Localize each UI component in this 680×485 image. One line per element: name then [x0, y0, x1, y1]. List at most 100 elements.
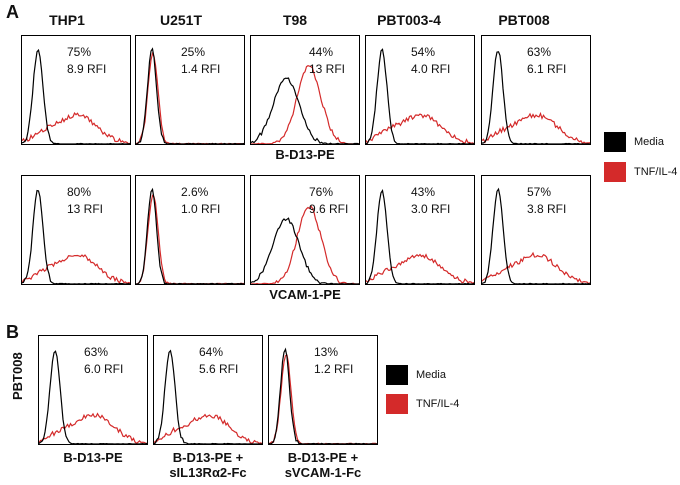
histogram-svg [482, 51, 590, 144]
percent-value: 63% [527, 45, 552, 59]
tnf-il4-curve [154, 413, 262, 444]
histogram-thp1-bd13: 75% 8.9 RFI [21, 35, 131, 145]
percent-value: 43% [411, 185, 436, 199]
rfi-value: 6.0 RFI [84, 362, 124, 376]
media-curve [366, 48, 474, 144]
media-curve [482, 187, 590, 284]
percent-value: 63% [84, 345, 109, 359]
histogram-u251t-bd13: 25% 1.4 RFI [135, 35, 245, 145]
histogram-svg [136, 47, 244, 144]
legend-item-media: Media [604, 132, 664, 152]
rfi-value: 9.6 RFI [309, 202, 349, 216]
histogram-svg [366, 48, 474, 144]
legend-label: TNF/IL-4 [634, 166, 678, 178]
percent-value: 54% [411, 45, 436, 59]
percent-value: 44% [309, 45, 334, 59]
legend-item-tnf: TNF/IL-4 [604, 162, 677, 182]
tnf-il4-curve [482, 111, 590, 144]
column-title-pbt008: PBT008 [498, 12, 550, 28]
caption-line: sIL13Rα2-Fc [169, 465, 247, 480]
tnf-il4-curve [22, 254, 130, 284]
percent-value: 76% [309, 185, 334, 199]
histogram-t98-vcam1: 76% 9.6 RFI [250, 175, 360, 285]
rfi-value: 13 RFI [67, 202, 104, 216]
percent-value: 64% [199, 345, 224, 359]
histogram-svg [136, 187, 244, 284]
percent-value: 57% [527, 185, 552, 199]
rfi-value: 1.0 RFI [181, 202, 221, 216]
histogram-pbt008-vcam1: 57% 3.8 RFI [481, 175, 591, 285]
percent-value: 75% [67, 45, 92, 59]
caption-b-1: B-D13-PE [38, 450, 148, 465]
rfi-value: 1.2 RFI [314, 362, 354, 376]
column-title-pbt003-4: PBT003-4 [377, 12, 441, 28]
legend-swatch-tnf [604, 162, 626, 182]
histogram-b-bd13-sil13: 64% 5.6 RFI [153, 335, 263, 445]
legend-b-item-tnf: TNF/IL-4 [386, 394, 459, 414]
caption-line: B-D13-PE [63, 450, 123, 465]
legend-swatch-media [386, 365, 408, 385]
media-curve [269, 347, 377, 444]
percent-value: 80% [67, 185, 92, 199]
media-curve [39, 350, 147, 444]
caption-b-2: B-D13-PE + sIL13Rα2-Fc [148, 450, 268, 480]
tnf-il4-curve [482, 251, 590, 284]
media-curve [136, 187, 244, 284]
percent-value: 13% [314, 345, 339, 359]
media-curve [482, 51, 590, 144]
legend-label: TNF/IL-4 [416, 398, 460, 410]
histogram-svg [22, 48, 130, 144]
media-curve [22, 48, 130, 144]
panel-a-letter: A [6, 2, 19, 22]
caption-b-3: B-D13-PE + sVCAM-1-Fc [263, 450, 383, 480]
histogram-svg [269, 347, 377, 444]
panel-b-letter: B [6, 322, 19, 342]
histogram-pbt008-bd13: 63% 6.1 RFI [481, 35, 591, 145]
tnf-il4-curve [39, 412, 147, 444]
histogram-pbt003-4-bd13: 54% 4.0 RFI [365, 35, 475, 145]
percent-value: 25% [181, 45, 206, 59]
histogram-svg [22, 189, 130, 284]
histogram-svg [251, 65, 359, 144]
tnf-il4-curve [366, 253, 474, 284]
histogram-svg [251, 204, 359, 284]
rfi-value: 1.4 RFI [181, 62, 221, 76]
histogram-b-bd13: 63% 6.0 RFI [38, 335, 148, 445]
histogram-thp1-vcam1: 80% 13 RFI [21, 175, 131, 285]
legend-label: Media [634, 136, 664, 148]
percent-value: 2.6% [181, 185, 209, 199]
legend-swatch-tnf [386, 394, 408, 414]
column-title-u251t: U251T [159, 12, 203, 28]
caption-line: sVCAM-1-Fc [284, 465, 362, 480]
media-curve [22, 189, 130, 284]
media-curve [136, 47, 244, 144]
rfi-value: 3.8 RFI [527, 202, 567, 216]
histogram-svg [482, 187, 590, 284]
legend-label: Media [416, 369, 446, 381]
media-curve [154, 349, 262, 444]
row-caption-vcam1: VCAM-1-PE [269, 287, 341, 302]
legend-b-item-media: Media [386, 365, 446, 385]
histogram-b-bd13-svcam: 13% 1.2 RFI [268, 335, 378, 445]
rfi-value: 5.6 RFI [199, 362, 239, 376]
histogram-svg [366, 189, 474, 284]
tnf-il4-curve [366, 113, 474, 144]
rfi-value: 3.0 RFI [411, 202, 451, 216]
histogram-t98-bd13: 44% 13 RFI [250, 35, 360, 145]
rfi-value: 13 RFI [309, 62, 346, 76]
histogram-pbt003-4-vcam1: 43% 3.0 RFI [365, 175, 475, 285]
media-curve [366, 189, 474, 284]
column-title-t98: T98 [282, 12, 308, 28]
column-title-thp1: THP1 [49, 12, 85, 28]
tnf-il4-curve [251, 65, 359, 144]
media-curve [251, 77, 359, 144]
tnf-il4-curve [22, 112, 130, 144]
histogram-svg [39, 350, 147, 444]
row-label-pbt008: PBT008 [10, 352, 25, 400]
tnf-il4-curve [251, 204, 359, 284]
rfi-value: 8.9 RFI [67, 62, 107, 76]
media-curve [251, 217, 359, 284]
rfi-value: 6.1 RFI [527, 62, 567, 76]
histogram-svg [154, 349, 262, 444]
histogram-u251t-vcam1: 2.6% 1.0 RFI [135, 175, 245, 285]
